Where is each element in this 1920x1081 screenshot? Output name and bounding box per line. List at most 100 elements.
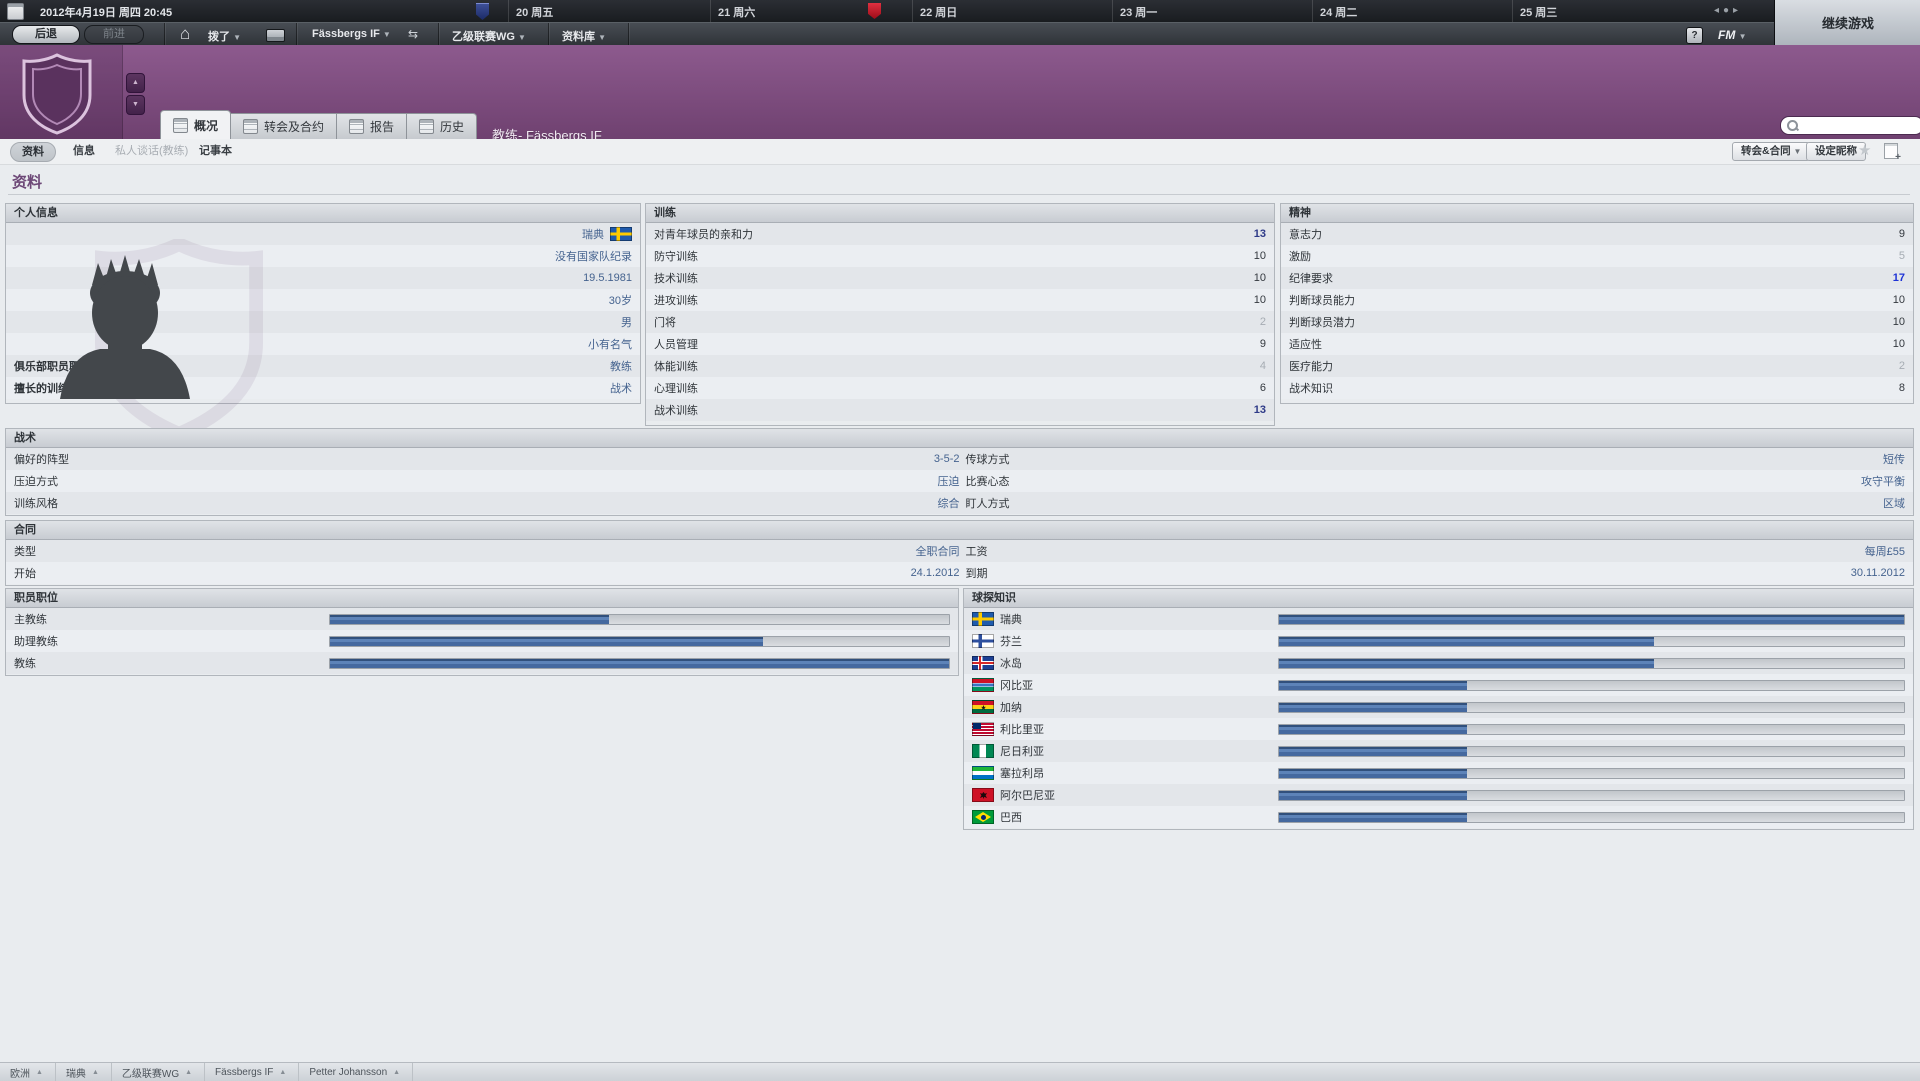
tab-transfer-contract[interactable]: 转会及合约 bbox=[231, 113, 338, 139]
attribute-label: 门将 bbox=[654, 317, 676, 329]
attribute-value: 6 bbox=[1259, 382, 1266, 394]
personal-rows: 瑞典 没有国家队纪录 19.5.1981 30岁 男 小有名气 俱乐部职员职务教… bbox=[6, 223, 640, 439]
attribute-label: 心理训练 bbox=[654, 383, 698, 395]
rating-bar-fill bbox=[330, 636, 764, 646]
continue-game-button[interactable]: 继续游戏 bbox=[1774, 0, 1920, 45]
subtab-notebook[interactable]: 记事本 bbox=[199, 145, 232, 157]
scout-row: 加纳 bbox=[964, 696, 1913, 718]
breadcrumb-continent[interactable]: 欧洲 ▲ bbox=[0, 1063, 56, 1081]
chevron-down-icon: ▼ bbox=[1793, 147, 1802, 156]
row-right: 比赛心态 攻守平衡 bbox=[960, 473, 1906, 489]
favorite-star-icon[interactable]: ★ bbox=[1858, 142, 1872, 159]
row-value: 攻守平衡 bbox=[1861, 476, 1905, 488]
chevron-down-icon: ▼ bbox=[233, 33, 241, 42]
divider bbox=[628, 23, 629, 46]
search-input[interactable] bbox=[1802, 119, 1917, 132]
nationality-flag-icon bbox=[610, 227, 632, 241]
inbox-icon[interactable] bbox=[266, 29, 285, 42]
panel-header: 合同 bbox=[6, 521, 1913, 540]
attribute-value: 8 bbox=[1898, 382, 1905, 394]
attribute-value: 13 bbox=[1253, 404, 1266, 416]
calendar-day: 20 周五 bbox=[516, 7, 554, 19]
tab-overview[interactable]: 概况 bbox=[160, 110, 232, 139]
team-menu[interactable]: Fässbergs IF ▼ bbox=[312, 28, 391, 40]
chevron-up-icon: ▲ bbox=[393, 1068, 401, 1076]
contract-row: 类型 全职合同 工资 每周£55 bbox=[6, 540, 1913, 562]
profile-header: ▲ ▼ Petter Johansson 教练- Fässbergs IF 概况… bbox=[0, 45, 1920, 143]
knowledge-bar-fill bbox=[1279, 768, 1467, 778]
rating-bar-track bbox=[329, 613, 950, 625]
reputation-value: 小有名气 bbox=[588, 339, 632, 351]
country-flag-icon bbox=[972, 700, 994, 714]
chevron-down-icon: ▼ bbox=[1738, 32, 1747, 41]
divider bbox=[164, 23, 165, 46]
search-box[interactable] bbox=[1780, 116, 1920, 135]
knowledge-bar-track bbox=[1278, 635, 1905, 647]
previous-person-button[interactable]: ▲ bbox=[126, 73, 145, 93]
tab-report[interactable]: 报告 bbox=[337, 113, 408, 139]
forward-button[interactable]: 前进 bbox=[84, 25, 144, 44]
breadcrumb-club[interactable]: Fässbergs IF ▲ bbox=[205, 1063, 300, 1081]
set-nickname-button[interactable]: 设定昵称 bbox=[1806, 142, 1866, 161]
attribute-label: 战术训练 bbox=[654, 405, 698, 417]
timeline-nav-arrows[interactable]: ◂●▸ bbox=[1714, 5, 1743, 16]
subtab-profile[interactable]: 资料 bbox=[10, 142, 56, 162]
crumb-label: Petter Johansson bbox=[309, 1066, 388, 1078]
tab-history[interactable]: 历史 bbox=[407, 113, 478, 139]
date-bar: 2012年4月19日 周四 20:45 20 周五 21 周六 22 周日 23… bbox=[0, 0, 1920, 22]
breadcrumb-league[interactable]: 乙级联赛WG ▲ bbox=[112, 1063, 206, 1081]
row-label: 传球方式 bbox=[965, 454, 1010, 466]
home-icon[interactable]: ⌂ bbox=[180, 24, 191, 43]
attribute-value: 10 bbox=[1253, 272, 1266, 284]
row-left: 偏好的阵型 3-5-2 bbox=[14, 451, 960, 467]
attribute-row: 门将 2 bbox=[646, 311, 1274, 333]
panel-header: 职员职位 bbox=[6, 589, 958, 608]
add-note-icon[interactable] bbox=[1884, 143, 1901, 163]
row-value: 每周£55 bbox=[1864, 546, 1905, 558]
staff-positions-panel: 职员职位 主教练 助理教练 教练 bbox=[5, 588, 959, 676]
staff-row: 教练 bbox=[6, 652, 958, 674]
international-record-value: 没有国家队纪录 bbox=[555, 251, 632, 263]
knowledge-bar-track bbox=[1278, 745, 1905, 757]
country-name: 冰岛 bbox=[1000, 658, 1022, 670]
next-person-button[interactable]: ▼ bbox=[126, 95, 145, 115]
attribute-row: 意志力 9 bbox=[1281, 223, 1913, 245]
country-name: 尼日利亚 bbox=[1000, 746, 1044, 758]
subtab-information[interactable]: 信息 bbox=[73, 145, 95, 157]
row-value: 30.11.2012 bbox=[1850, 567, 1905, 579]
swap-arrows-icon[interactable]: ⇆ bbox=[408, 27, 419, 41]
nav-menu[interactable]: 拨了 ▼ bbox=[208, 28, 241, 44]
country-flag-icon bbox=[972, 722, 994, 736]
tab-bar: 概况 转会及合约 报告 历史 bbox=[160, 110, 478, 139]
panel-header: 训练 bbox=[646, 204, 1274, 223]
attribute-value: 10 bbox=[1253, 250, 1266, 262]
rating-bar-track bbox=[329, 635, 950, 647]
scout-rows: 瑞典 芬兰 冰岛 冈比亚 加纳 利比里亚 尼日利亚 塞拉利昂 阿尔巴尼亚 巴西 bbox=[964, 608, 1913, 828]
competition-menu[interactable]: 乙级联赛WG ▼ bbox=[452, 28, 526, 44]
row-right: 到期 30.11.2012 bbox=[960, 565, 1906, 581]
calendar-icon[interactable] bbox=[7, 3, 24, 20]
staff-rows: 主教练 助理教练 教练 bbox=[6, 608, 958, 674]
age-value: 30岁 bbox=[608, 295, 632, 307]
knowledge-bar-track bbox=[1278, 723, 1905, 735]
team-menu-label: Fässbergs IF bbox=[312, 28, 380, 40]
attribute-label: 进攻训练 bbox=[654, 295, 698, 307]
fm-menu[interactable]: FM ▼ bbox=[1718, 28, 1747, 42]
personal-row-age: 30岁 bbox=[6, 289, 640, 311]
back-button[interactable]: 后退 bbox=[12, 25, 80, 44]
help-button[interactable]: ? bbox=[1686, 27, 1703, 44]
subtab-bar: 资料 信息 私人谈话(教练) 记事本 转会&合同 ▼ 设定昵称 ★ bbox=[0, 139, 1920, 165]
attribute-value: 9 bbox=[1259, 338, 1266, 350]
database-menu[interactable]: 资料库 ▼ bbox=[562, 28, 606, 44]
breadcrumb-person[interactable]: Petter Johansson ▲ bbox=[299, 1063, 414, 1081]
calendar-day: 22 周日 bbox=[920, 7, 958, 19]
attribute-row: 体能训练 4 bbox=[646, 355, 1274, 377]
country-flag-icon bbox=[972, 656, 994, 670]
history-icon bbox=[419, 119, 435, 134]
personal-row-gender: 男 bbox=[6, 311, 640, 333]
breadcrumb-nation[interactable]: 瑞典 ▲ bbox=[56, 1063, 112, 1081]
transfer-contract-action-button[interactable]: 转会&合同 ▼ bbox=[1732, 142, 1811, 161]
main-toolbar: 后退 前进 ⌂ 拨了 ▼ Fässbergs IF ▼ ⇆ 乙级联赛WG ▼ 资… bbox=[0, 22, 1920, 47]
panel-header: 球探知识 bbox=[964, 589, 1913, 608]
row-right: 盯人方式 区域 bbox=[960, 495, 1906, 511]
